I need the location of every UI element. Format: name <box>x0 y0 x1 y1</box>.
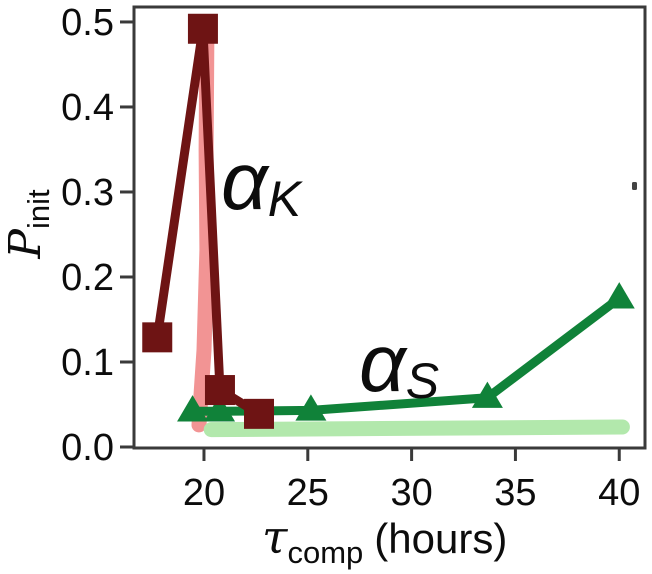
y-tick-label: 0.1 <box>61 342 114 384</box>
x-axis-label: τcomp (hours) <box>262 510 507 570</box>
series-layer <box>142 13 635 438</box>
marker-triangle-alpha_S <box>603 282 635 309</box>
marker-square-alpha_K <box>204 375 235 406</box>
y-tick-label: 0.5 <box>61 2 114 44</box>
y-tick-label: 0.3 <box>61 172 114 214</box>
alpha-S-label: αS <box>359 318 439 409</box>
stray-mark <box>632 182 637 190</box>
y-axis-label-symbol: P <box>0 228 51 260</box>
y-tick-label: 0.2 <box>61 257 114 299</box>
marker-triangle-alpha_S <box>204 395 236 422</box>
marker-triangle-alpha_S <box>177 395 209 422</box>
marker-triangle-alpha_S <box>471 381 503 408</box>
alpha-K-label: αK <box>221 136 304 227</box>
x-axis-label-symbol: τ <box>262 510 289 564</box>
marker-triangle-alpha_S <box>295 394 327 421</box>
marker-square-alpha_K <box>187 13 218 44</box>
series-line-alpha_S_band <box>203 419 630 438</box>
y-axis-label: Pinit <box>0 189 56 260</box>
y-tick-label: 0.4 <box>61 87 114 129</box>
marker-square-alpha_K <box>142 322 173 353</box>
y-tick-label: 0.0 <box>61 427 114 469</box>
x-tick-label: 35 <box>494 472 536 514</box>
alpha-S-label-subscript: S <box>406 353 439 409</box>
y-axis-ticks: 0.0 0.1 0.2 0.3 0.4 0.5 <box>61 2 133 469</box>
x-tick-label: 40 <box>598 472 640 514</box>
series-line-alpha_K <box>152 24 264 419</box>
alpha-K-label-subscript: K <box>268 171 304 227</box>
x-tick-label: 20 <box>183 472 225 514</box>
alpha-K-label-symbol: α <box>221 136 270 227</box>
x-axis-label-units: (hours) <box>374 515 507 562</box>
x-tick-label: 30 <box>390 472 432 514</box>
x-tick-label: 25 <box>287 472 329 514</box>
y-axis-label-group: Pinit <box>0 189 56 260</box>
marker-square-alpha_K <box>243 398 274 429</box>
alpha-S-label-symbol: α <box>359 318 408 409</box>
plot-border <box>132 5 647 450</box>
y-axis-label-subscript: init <box>21 189 56 229</box>
x-axis-label-subscript: comp <box>287 535 363 570</box>
x-axis-ticks: 20 25 30 35 40 <box>183 448 640 514</box>
